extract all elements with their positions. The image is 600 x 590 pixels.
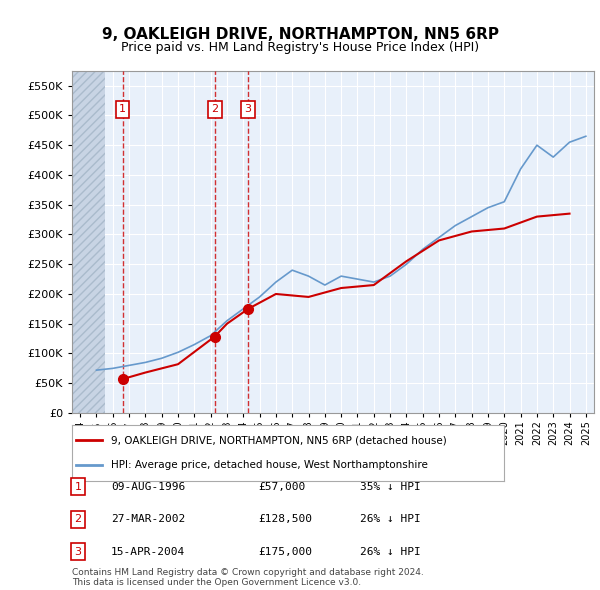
Text: 9, OAKLEIGH DRIVE, NORTHAMPTON, NN5 6RP: 9, OAKLEIGH DRIVE, NORTHAMPTON, NN5 6RP (101, 27, 499, 41)
Text: 3: 3 (74, 547, 82, 556)
Text: 3: 3 (245, 104, 251, 114)
Bar (72, 71, 104, 413)
Text: £128,500: £128,500 (258, 514, 312, 524)
Text: 09-AUG-1996: 09-AUG-1996 (111, 482, 185, 491)
Text: 15-APR-2004: 15-APR-2004 (111, 547, 185, 556)
Text: Contains HM Land Registry data © Crown copyright and database right 2024.
This d: Contains HM Land Registry data © Crown c… (72, 568, 424, 587)
Text: 1: 1 (119, 104, 126, 114)
Text: 1: 1 (74, 482, 82, 491)
Text: Price paid vs. HM Land Registry's House Price Index (HPI): Price paid vs. HM Land Registry's House … (121, 41, 479, 54)
Text: £57,000: £57,000 (258, 482, 305, 491)
Text: 26% ↓ HPI: 26% ↓ HPI (360, 514, 421, 524)
Text: 2: 2 (211, 104, 218, 114)
Text: 26% ↓ HPI: 26% ↓ HPI (360, 547, 421, 556)
Text: 2: 2 (74, 514, 82, 524)
Text: £175,000: £175,000 (258, 547, 312, 556)
Text: 27-MAR-2002: 27-MAR-2002 (111, 514, 185, 524)
Text: 9, OAKLEIGH DRIVE, NORTHAMPTON, NN5 6RP (detached house): 9, OAKLEIGH DRIVE, NORTHAMPTON, NN5 6RP … (111, 435, 446, 445)
Text: 35% ↓ HPI: 35% ↓ HPI (360, 482, 421, 491)
Text: HPI: Average price, detached house, West Northamptonshire: HPI: Average price, detached house, West… (111, 460, 428, 470)
